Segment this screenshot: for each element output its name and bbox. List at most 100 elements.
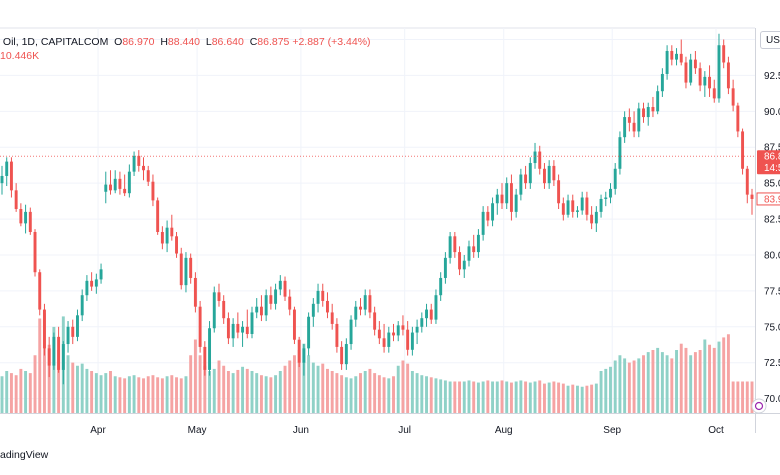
candle bbox=[495, 188, 499, 215]
volume-bar bbox=[542, 383, 546, 413]
candle-body bbox=[604, 197, 608, 199]
candle bbox=[401, 315, 405, 336]
x-tick-label: Aug bbox=[495, 425, 513, 436]
tradingview-brand[interactable]: adingView bbox=[0, 449, 49, 461]
volume-bar bbox=[443, 380, 447, 413]
candle bbox=[297, 336, 301, 368]
candle bbox=[642, 102, 645, 123]
candle-body bbox=[406, 329, 410, 350]
candle bbox=[0, 165, 4, 195]
candle-body bbox=[557, 180, 561, 204]
candle-body bbox=[127, 171, 131, 194]
candle-body bbox=[481, 211, 485, 235]
symbol-legend: Oil, 1D, CAPITALCOM O86.970 H88.440 L86.… bbox=[0, 36, 371, 48]
candle bbox=[85, 275, 89, 301]
candle-body bbox=[396, 325, 400, 336]
volume-bar bbox=[604, 368, 608, 413]
x-tick-label: Apr bbox=[90, 425, 106, 436]
candle-body bbox=[14, 190, 18, 210]
volume-bar bbox=[476, 382, 480, 413]
candle-body bbox=[679, 53, 683, 63]
volume-bar bbox=[226, 371, 230, 413]
candle bbox=[175, 231, 178, 258]
axis-layer: 95.092.590.087.585.082.580.077.575.072.5… bbox=[90, 35, 780, 436]
volume-bar bbox=[326, 368, 329, 413]
candle bbox=[726, 56, 730, 95]
candle bbox=[689, 53, 693, 86]
current-price-value: 86.8 bbox=[764, 152, 780, 163]
candle-body bbox=[52, 336, 56, 366]
volume-bar bbox=[486, 380, 490, 413]
candle bbox=[651, 96, 655, 118]
candle-body bbox=[349, 319, 353, 345]
ohlc-open: O86.970 bbox=[114, 36, 155, 48]
candle bbox=[231, 318, 235, 347]
ohlc-close: C86.875 bbox=[249, 36, 290, 48]
candle bbox=[486, 206, 490, 227]
x-tick-label: May bbox=[188, 425, 207, 436]
volume-bar bbox=[198, 355, 202, 413]
candle bbox=[321, 283, 325, 307]
candle bbox=[566, 194, 570, 218]
x-tick-label: Jul bbox=[398, 425, 411, 436]
candle-body bbox=[467, 246, 471, 261]
candle bbox=[198, 300, 202, 353]
candle-body bbox=[42, 309, 46, 349]
candle-body bbox=[61, 344, 65, 370]
candle-body bbox=[241, 326, 245, 333]
candle bbox=[146, 165, 150, 187]
volume-bar bbox=[5, 371, 9, 413]
candle bbox=[646, 102, 650, 126]
volume-bar bbox=[392, 376, 395, 413]
candle bbox=[80, 289, 84, 322]
volume-bar bbox=[708, 344, 712, 413]
volume-bar bbox=[80, 363, 84, 413]
candle bbox=[580, 191, 584, 215]
volume-bar bbox=[566, 385, 570, 413]
volume-bar bbox=[33, 355, 37, 413]
scale-toggle-icon[interactable] bbox=[751, 398, 767, 414]
candle-body bbox=[137, 155, 141, 166]
volume-bar bbox=[439, 379, 443, 413]
y-tick-label: 92.5 bbox=[764, 71, 780, 82]
candle bbox=[156, 197, 160, 235]
candle-body bbox=[368, 295, 372, 313]
candle-body bbox=[613, 168, 617, 189]
candle bbox=[604, 191, 608, 207]
volume-bar bbox=[590, 384, 594, 413]
candle bbox=[132, 151, 136, 176]
volume-bar bbox=[146, 376, 150, 413]
candle bbox=[717, 33, 721, 103]
y-tick-label: 90.0 bbox=[764, 107, 780, 118]
volume-bar bbox=[212, 368, 216, 413]
volume-bar bbox=[283, 365, 287, 413]
candle bbox=[429, 303, 433, 324]
candle bbox=[5, 157, 9, 187]
y-tick-label: 87.5 bbox=[764, 143, 780, 154]
volume-bar bbox=[561, 383, 565, 413]
volume-bar bbox=[19, 368, 23, 413]
candle bbox=[712, 79, 716, 103]
candle-body bbox=[420, 318, 424, 327]
candle bbox=[491, 197, 495, 227]
volume-bar bbox=[222, 365, 226, 413]
volume-bar bbox=[623, 358, 627, 413]
candle bbox=[326, 292, 329, 319]
candle-body bbox=[656, 91, 660, 112]
candle-body bbox=[750, 194, 754, 199]
candle-body bbox=[698, 68, 702, 86]
volume-bar bbox=[354, 376, 358, 413]
x-tick-label: Sep bbox=[603, 425, 621, 436]
volume-bar bbox=[118, 377, 122, 413]
candle bbox=[302, 344, 306, 376]
volume-bar bbox=[156, 377, 160, 413]
candle-body bbox=[28, 211, 32, 232]
volume-bar bbox=[302, 343, 306, 413]
current-price-label: 86.814:5 bbox=[757, 150, 780, 174]
candle-body bbox=[236, 323, 240, 333]
y-tick-label: 80.0 bbox=[764, 250, 780, 261]
volume-bar bbox=[750, 381, 754, 413]
currency-button[interactable]: USD bbox=[760, 31, 780, 49]
